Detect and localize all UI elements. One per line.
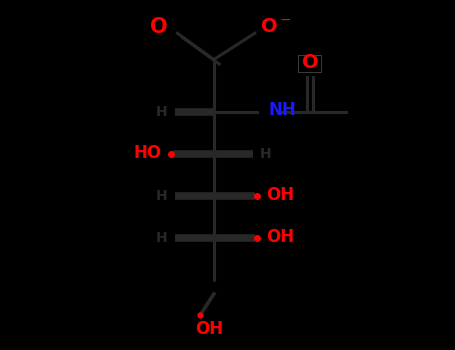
Text: O: O	[151, 17, 168, 37]
FancyBboxPatch shape	[298, 55, 321, 72]
Text: NH: NH	[268, 101, 296, 119]
Text: HO: HO	[134, 144, 162, 162]
Text: OH: OH	[195, 320, 223, 338]
Text: O$^-$: O$^-$	[259, 17, 291, 36]
Text: OH: OH	[266, 186, 294, 204]
Text: OH: OH	[266, 228, 294, 246]
Text: H: H	[156, 189, 167, 203]
Text: H: H	[259, 147, 271, 161]
Text: O: O	[302, 53, 318, 72]
Text: H: H	[156, 105, 167, 119]
Text: H: H	[156, 231, 167, 245]
